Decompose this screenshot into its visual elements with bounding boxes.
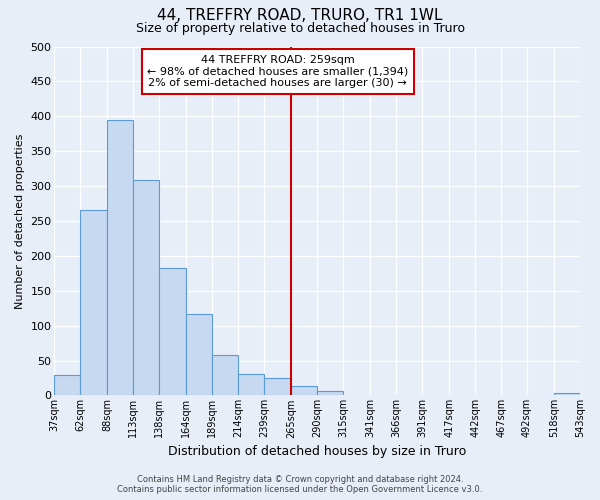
Bar <box>55 375 80 396</box>
Bar <box>264 378 291 396</box>
Bar <box>160 268 187 396</box>
Y-axis label: Number of detached properties: Number of detached properties <box>15 134 25 308</box>
X-axis label: Distribution of detached houses by size in Truro: Distribution of detached houses by size … <box>168 444 466 458</box>
Bar <box>238 374 264 396</box>
Text: 44 TREFFRY ROAD: 259sqm
← 98% of detached houses are smaller (1,394)
2% of semi-: 44 TREFFRY ROAD: 259sqm ← 98% of detache… <box>147 55 409 88</box>
Bar <box>554 394 580 396</box>
Bar <box>80 210 107 396</box>
Bar <box>291 386 317 396</box>
Text: Size of property relative to detached houses in Truro: Size of property relative to detached ho… <box>136 22 464 35</box>
Bar <box>107 120 133 396</box>
Bar <box>133 180 160 396</box>
Bar <box>212 355 238 396</box>
Text: Contains HM Land Registry data © Crown copyright and database right 2024.
Contai: Contains HM Land Registry data © Crown c… <box>118 474 482 494</box>
Bar <box>317 390 343 396</box>
Text: 44, TREFFRY ROAD, TRURO, TR1 1WL: 44, TREFFRY ROAD, TRURO, TR1 1WL <box>157 8 443 22</box>
Bar <box>187 314 212 396</box>
